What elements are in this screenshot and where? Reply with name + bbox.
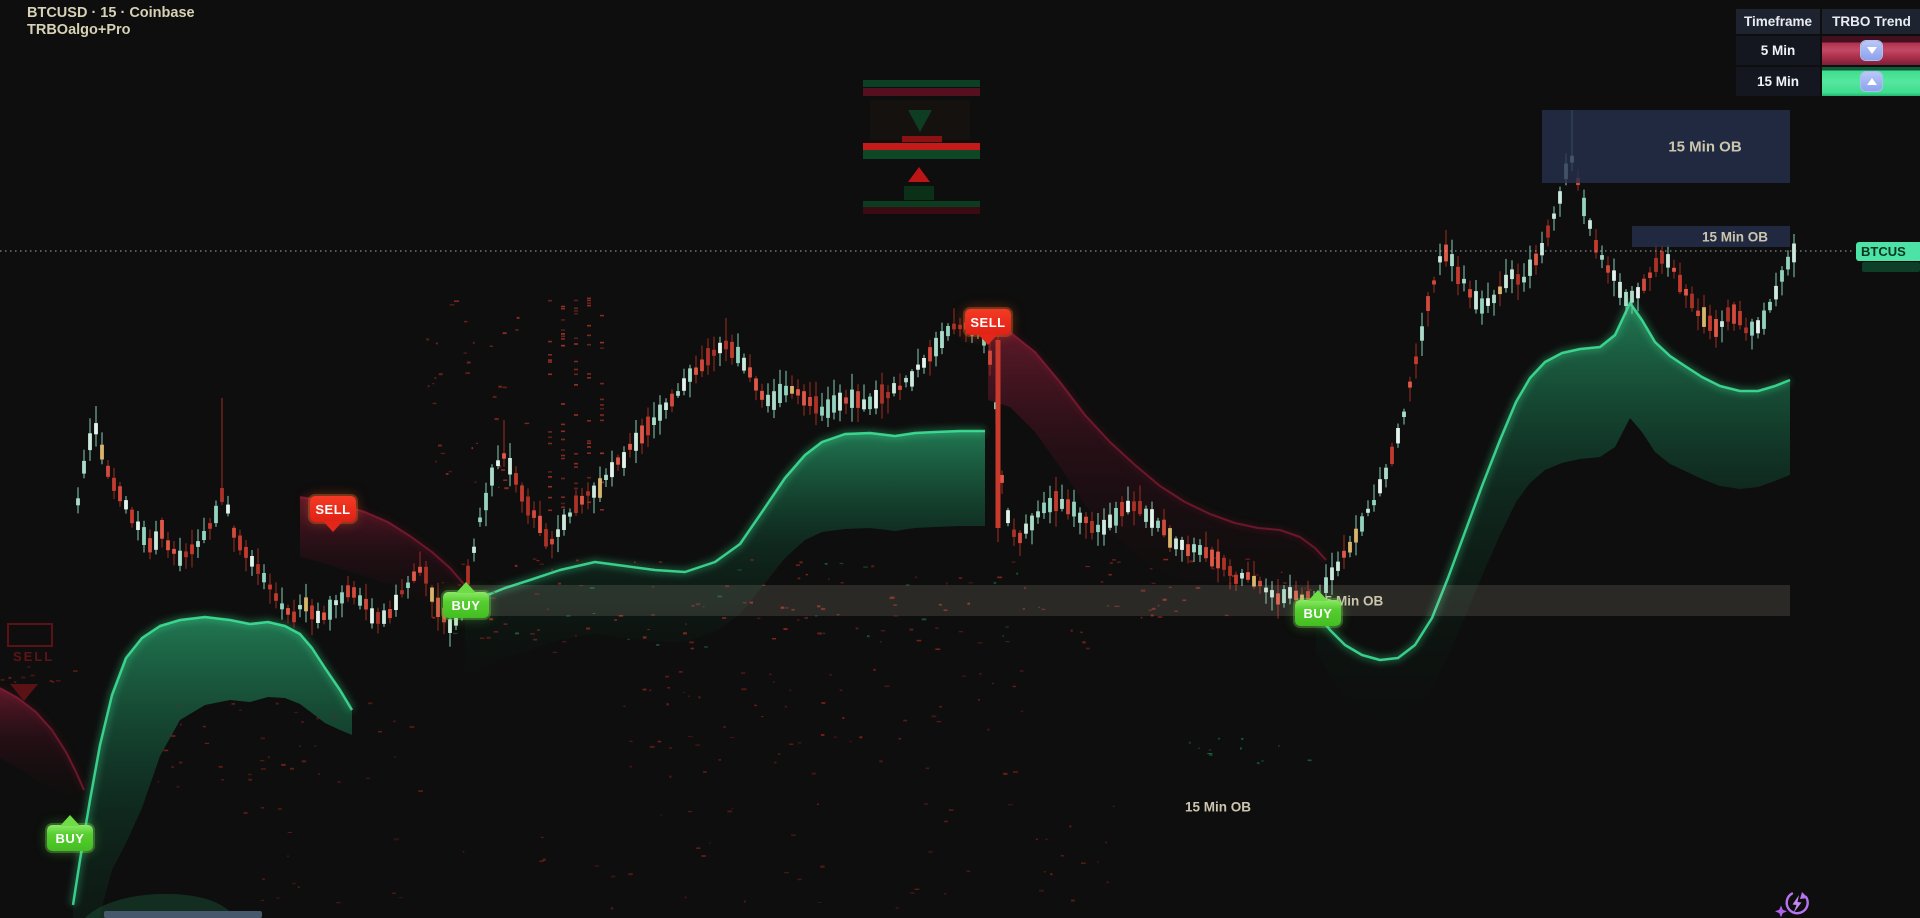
arrow-down-icon (1861, 41, 1882, 60)
ghost-noise (0, 297, 1312, 910)
panel-row-5-min: 5 Min (1736, 36, 1820, 65)
symbol-legend[interactable]: BTCUSD · 15 · Coinbase (27, 5, 195, 21)
trend-cloud-red (300, 497, 472, 613)
order-block-zone: 15 Min OB (1120, 796, 1260, 818)
marker-label: BUY (1303, 605, 1333, 621)
svg-text:SELL: SELL (13, 649, 54, 664)
arrow-up-icon (1861, 72, 1882, 91)
panel-trend-cell-up (1822, 67, 1920, 96)
indicator-legend[interactable]: TRBOalgo+Pro (27, 22, 131, 38)
arrow-down-icon (323, 521, 343, 532)
panel-header-trbo-trend: TRBO Trend (1822, 9, 1920, 34)
trend-clouds (0, 296, 1792, 918)
order-block-zone: 15 Min OB (1632, 226, 1790, 247)
trend-cloud-green (73, 617, 352, 918)
price-countdown (1862, 262, 1920, 272)
order-block-zone: 5 Min OB (467, 585, 1790, 616)
marker-label: SELL (970, 314, 1006, 330)
trend-cloud-red (0, 688, 84, 802)
arrow-up-icon (1308, 590, 1328, 601)
panel-trend-cell-down (1822, 36, 1920, 65)
sell-marker: SELL (310, 496, 356, 532)
pane-strip (104, 911, 262, 918)
trbo-trend-panel: Timeframe TRBO Trend 5 Min 15 Min (1736, 9, 1920, 96)
order-block-label: 15 Min OB (1184, 799, 1252, 815)
candles (76, 110, 1796, 647)
order-block-label: 15 Min OB (1701, 229, 1769, 244)
trend-cloud-red (988, 330, 1326, 600)
sell-marker: SELL (965, 309, 1011, 345)
ghost-artifacts: SELL (7, 80, 980, 701)
panel-row-15-min: 15 Min (1736, 67, 1820, 96)
buy-marker: BUY (1295, 590, 1341, 626)
arrow-up-icon (456, 582, 476, 593)
panel-header-timeframe: Timeframe (1736, 9, 1820, 34)
order-block-label: 15 Min OB (1668, 138, 1742, 155)
buy-marker: BUY (443, 582, 489, 618)
marker-label: BUY (55, 830, 85, 846)
order-block-zone: 15 Min OB (1542, 110, 1790, 183)
marker-label: SELL (315, 501, 351, 517)
sparkle-bolt-icon[interactable] (1770, 888, 1816, 918)
marker-label: BUY (451, 597, 481, 613)
arrow-up-icon (60, 815, 80, 826)
price-axis-label: BTCUS (1856, 242, 1920, 261)
buy-marker: BUY (47, 815, 93, 851)
arrow-down-icon (978, 334, 998, 345)
